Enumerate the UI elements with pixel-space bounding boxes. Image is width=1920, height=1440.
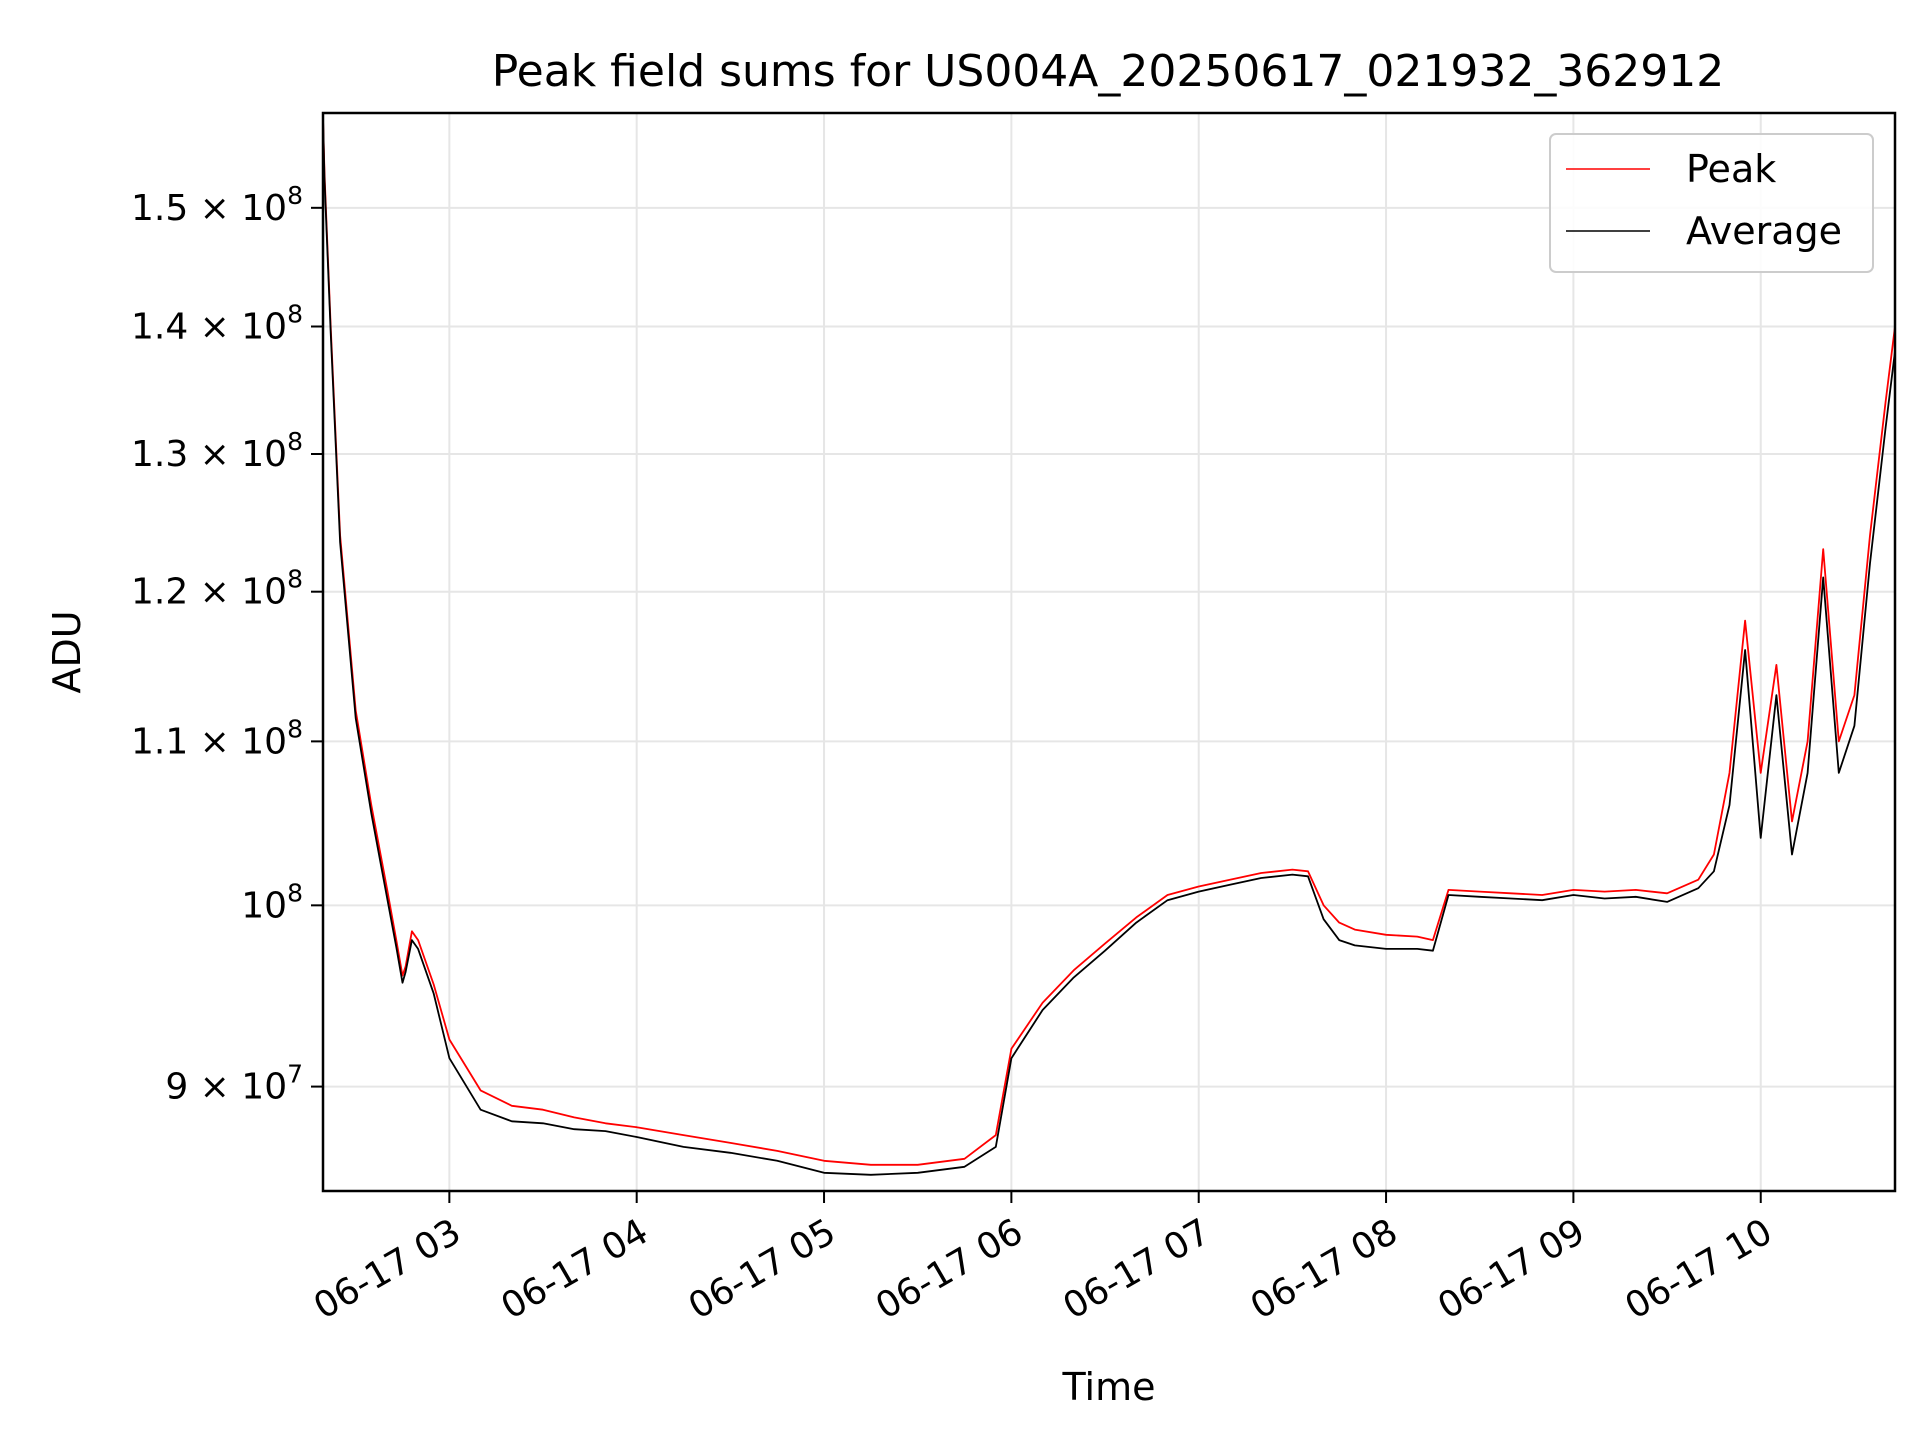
legend-label-average: Average: [1686, 209, 1842, 253]
y-tick-mantissa: 1.5 × 10: [131, 188, 287, 229]
y-tick-label: 1.4 × 108: [131, 300, 303, 348]
y-tick-exponent: 8: [287, 181, 303, 210]
y-tick-label: 1.5 × 108: [131, 181, 303, 229]
x-axis-label: Time: [1062, 1365, 1156, 1409]
y-tick-mantissa: 9 × 10: [165, 1067, 287, 1108]
y-tick-mantissa: 1.2 × 10: [131, 572, 287, 613]
legend: Peak Average: [1549, 133, 1874, 273]
chart-title: Peak field sums for US004A_20250617_0219…: [492, 46, 1725, 97]
y-tick-mantissa: 10: [241, 885, 287, 926]
plot-series: [322, 118, 1896, 1176]
y-tick-exponent: 8: [287, 427, 303, 456]
y-tick-exponent: 8: [287, 878, 303, 907]
series-line-peak: [322, 118, 1896, 1166]
y-tick-exponent: 8: [287, 300, 303, 329]
y-axis-label: ADU: [45, 610, 89, 693]
y-tick-exponent: 8: [287, 714, 303, 743]
y-tick-mantissa: 1.4 × 10: [131, 307, 287, 348]
y-tick-label: 9 × 107: [165, 1060, 303, 1108]
legend-label-peak: Peak: [1686, 147, 1776, 191]
y-tick-label: 1.2 × 108: [131, 565, 303, 613]
y-tick-exponent: 8: [287, 565, 303, 594]
y-tick-label: 108: [241, 878, 303, 926]
y-tick-label: 1.1 × 108: [131, 714, 303, 762]
y-tick-label: 1.3 × 108: [131, 427, 303, 475]
y-tick-exponent: 7: [287, 1060, 303, 1089]
y-tick-mantissa: 1.3 × 10: [131, 434, 287, 475]
y-tick-mantissa: 1.1 × 10: [131, 721, 287, 762]
series-line-average: [322, 118, 1896, 1176]
plot-frame: [321, 111, 1897, 1193]
grid: [323, 113, 1895, 1191]
